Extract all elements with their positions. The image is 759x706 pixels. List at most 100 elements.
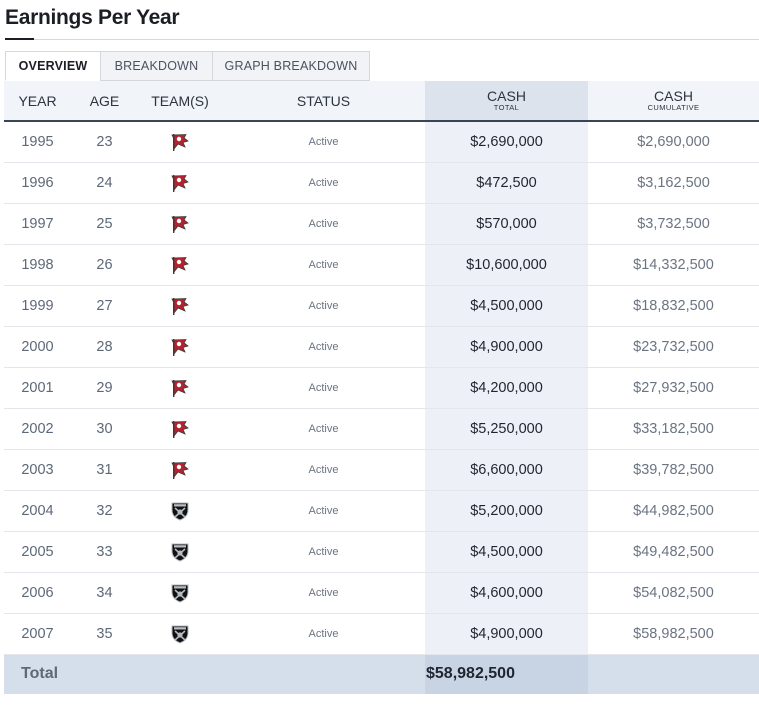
- cell-team: [138, 572, 222, 614]
- cell-status: Active: [222, 121, 425, 163]
- title-divider: [5, 39, 759, 40]
- earnings-table: YEAR AGE TEAM(S) STATUS CASH TOTAL CASH …: [4, 81, 759, 694]
- column-header-age[interactable]: AGE: [71, 81, 138, 122]
- tab-overview[interactable]: OVERVIEW: [5, 51, 101, 81]
- tab-bar: OVERVIEW BREAKDOWN GRAPH BREAKDOWN: [5, 51, 370, 81]
- cell-team: [138, 449, 222, 491]
- buccaneers-logo[interactable]: [169, 172, 191, 194]
- cell-age: 29: [71, 367, 138, 409]
- buccaneers-logo[interactable]: [169, 254, 191, 276]
- cell-cash-cumulative: $3,732,500: [588, 203, 759, 245]
- tab-graph-breakdown[interactable]: GRAPH BREAKDOWN: [212, 51, 370, 81]
- column-header-teams[interactable]: TEAM(S): [138, 81, 222, 122]
- cell-team: [138, 613, 222, 655]
- page-title: Earnings Per Year: [5, 6, 180, 29]
- cell-cash-total: $2,690,000: [425, 121, 588, 163]
- table-row: 2005 33 Active $4,500,000 $49,482,500: [4, 531, 759, 573]
- cell-cash-cumulative: $3,162,500: [588, 162, 759, 204]
- cell-status: Active: [222, 490, 425, 532]
- cell-status: Active: [222, 408, 425, 450]
- cell-status: Active: [222, 449, 425, 491]
- cell-team: [138, 531, 222, 573]
- column-header-cash-total-main: CASH: [487, 88, 526, 104]
- earnings-table-container: YEAR AGE TEAM(S) STATUS CASH TOTAL CASH …: [4, 81, 759, 694]
- buccaneers-logo[interactable]: [169, 213, 191, 235]
- table-row: 1995 23 Active $2,690,000 $2,690,000: [4, 121, 759, 163]
- column-header-cash-total[interactable]: CASH TOTAL: [425, 81, 588, 122]
- cell-year: 2007: [4, 613, 71, 655]
- buccaneers-logo[interactable]: [169, 459, 191, 481]
- total-empty-cell: [588, 654, 759, 694]
- table-row: 2000 28 Active $4,900,000 $23,732,500: [4, 326, 759, 368]
- total-cash-value: $58,982,500: [425, 654, 588, 694]
- cell-year: 1995: [4, 121, 71, 163]
- cell-year: 2003: [4, 449, 71, 491]
- cell-status: Active: [222, 613, 425, 655]
- cell-status: Active: [222, 367, 425, 409]
- tab-breakdown[interactable]: BREAKDOWN: [100, 51, 213, 81]
- cell-year: 1999: [4, 285, 71, 327]
- cell-status: Active: [222, 572, 425, 614]
- table-row: 1998 26 Active $10,600,000 $14,332,500: [4, 244, 759, 286]
- table-row: 2004 32 Active $5,200,000 $44,982,500: [4, 490, 759, 532]
- cell-cash-total: $4,500,000: [425, 531, 588, 573]
- raiders-logo[interactable]: [169, 541, 191, 563]
- cell-age: 28: [71, 326, 138, 368]
- cell-age: 35: [71, 613, 138, 655]
- cell-age: 24: [71, 162, 138, 204]
- cell-age: 27: [71, 285, 138, 327]
- total-label: Total: [21, 665, 59, 683]
- cell-cash-total: $4,200,000: [425, 367, 588, 409]
- cell-team: [138, 162, 222, 204]
- cell-age: 34: [71, 572, 138, 614]
- cell-cash-cumulative: $44,982,500: [588, 490, 759, 532]
- cell-age: 25: [71, 203, 138, 245]
- cell-team: [138, 326, 222, 368]
- total-row: Total $58,982,500: [4, 654, 759, 694]
- raiders-logo[interactable]: [169, 623, 191, 645]
- table-row: 2002 30 Active $5,250,000 $33,182,500: [4, 408, 759, 450]
- cell-cash-total: $5,250,000: [425, 408, 588, 450]
- column-header-cash-total-sub: TOTAL: [493, 103, 520, 112]
- buccaneers-logo[interactable]: [169, 377, 191, 399]
- title-accent-underline: [5, 38, 34, 40]
- cell-status: Active: [222, 162, 425, 204]
- table-header-row: YEAR AGE TEAM(S) STATUS CASH TOTAL CASH …: [4, 81, 759, 122]
- table-row: 1997 25 Active $570,000 $3,732,500: [4, 203, 759, 245]
- cell-team: [138, 490, 222, 532]
- cell-year: 1997: [4, 203, 71, 245]
- cell-age: 30: [71, 408, 138, 450]
- cell-year: 2002: [4, 408, 71, 450]
- cell-status: Active: [222, 326, 425, 368]
- raiders-logo[interactable]: [169, 500, 191, 522]
- cell-cash-cumulative: $39,782,500: [588, 449, 759, 491]
- buccaneers-logo[interactable]: [169, 336, 191, 358]
- cell-team: [138, 408, 222, 450]
- cell-cash-cumulative: $14,332,500: [588, 244, 759, 286]
- buccaneers-logo[interactable]: [169, 418, 191, 440]
- cell-team: [138, 285, 222, 327]
- cell-cash-total: $472,500: [425, 162, 588, 204]
- cell-cash-total: $4,900,000: [425, 326, 588, 368]
- buccaneers-logo[interactable]: [169, 131, 191, 153]
- cell-cash-cumulative: $18,832,500: [588, 285, 759, 327]
- column-header-cash-cumulative-main: CASH: [654, 88, 693, 104]
- cell-cash-total: $4,600,000: [425, 572, 588, 614]
- column-header-cash-cumulative[interactable]: CASH CUMULATIVE: [588, 81, 759, 122]
- raiders-logo[interactable]: [169, 582, 191, 604]
- column-header-cash-cumulative-sub: CUMULATIVE: [647, 103, 700, 112]
- cell-status: Active: [222, 531, 425, 573]
- cell-status: Active: [222, 285, 425, 327]
- buccaneers-logo[interactable]: [169, 295, 191, 317]
- cell-age: 26: [71, 244, 138, 286]
- table-row: 2001 29 Active $4,200,000 $27,932,500: [4, 367, 759, 409]
- column-header-status[interactable]: STATUS: [222, 81, 425, 122]
- cell-age: 33: [71, 531, 138, 573]
- cell-status: Active: [222, 203, 425, 245]
- cell-year: 2004: [4, 490, 71, 532]
- cell-cash-total: $570,000: [425, 203, 588, 245]
- cell-year: 1998: [4, 244, 71, 286]
- column-header-year[interactable]: YEAR: [4, 81, 71, 122]
- cell-year: 2000: [4, 326, 71, 368]
- cell-cash-cumulative: $49,482,500: [588, 531, 759, 573]
